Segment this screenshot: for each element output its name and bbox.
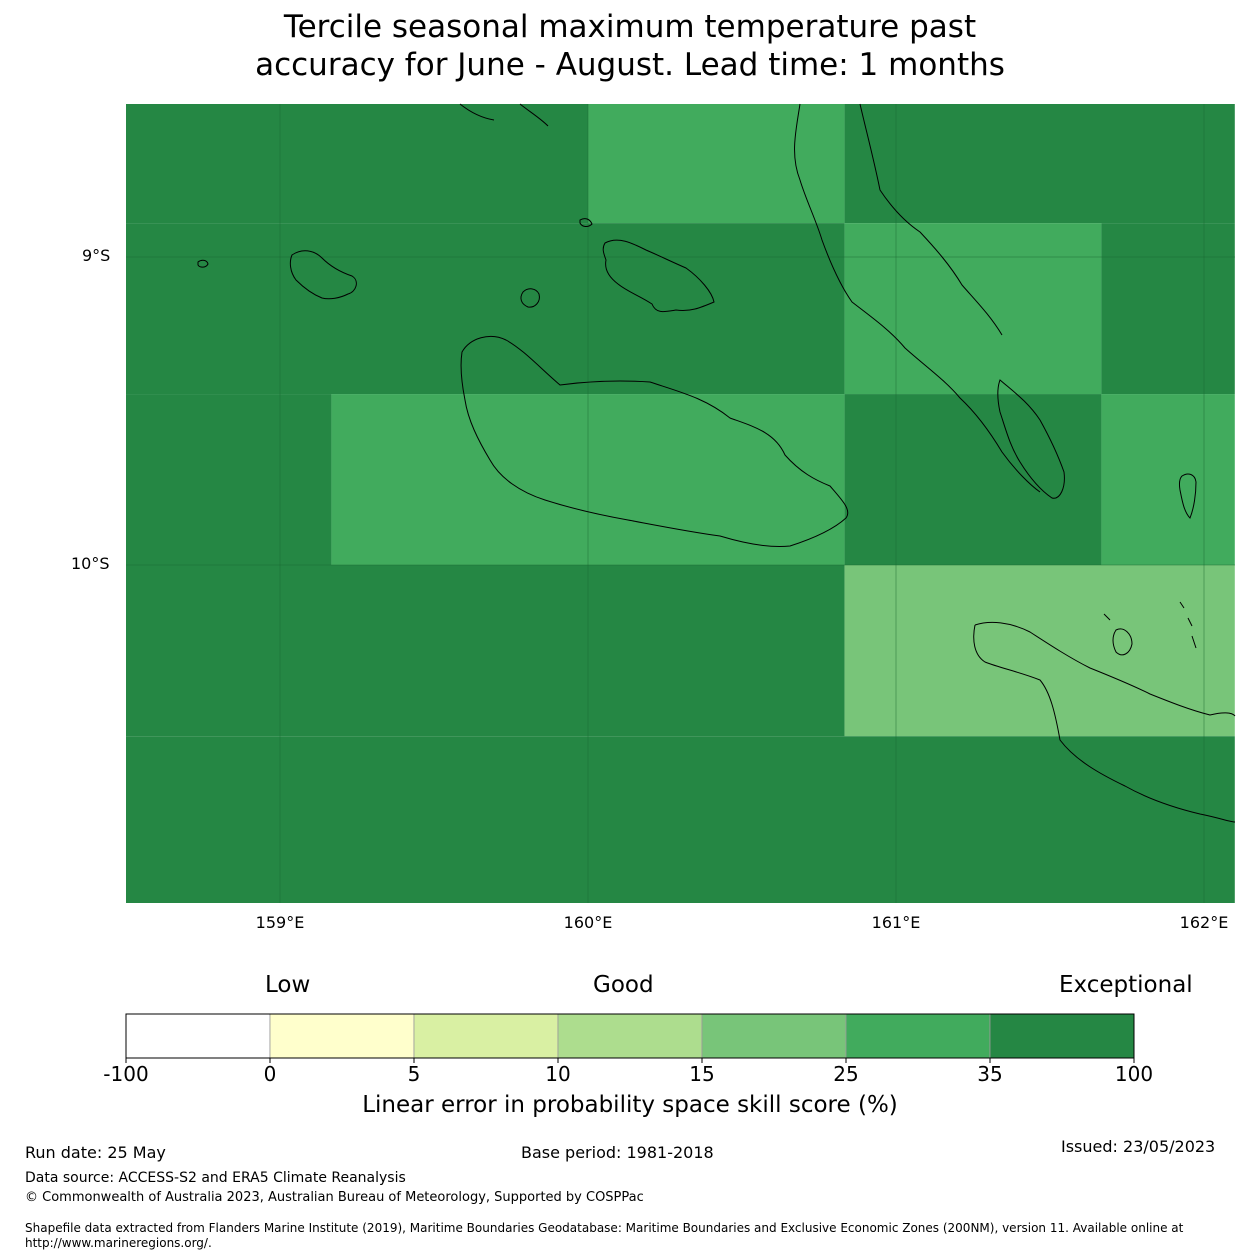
coastline-east-islet — [1178, 473, 1197, 519]
lon-label-161e: 161°E — [871, 913, 921, 932]
colorbar-bin — [557, 1013, 703, 1059]
skill-grid-cell — [126, 223, 845, 395]
skill-grid-cell — [1101, 223, 1235, 395]
issued-date: Issued: 23/05/2023 — [1061, 1137, 1216, 1156]
colorbar-tick-label: 0 — [263, 1062, 277, 1086]
coastline-santa-isabel — [794, 103, 1041, 493]
skill-grid-cell — [844, 394, 1102, 565]
coastline-savo-island — [520, 288, 540, 308]
coastline-north-islets — [459, 103, 549, 127]
colorbar-axis-label: Linear error in probability space skill … — [362, 1092, 898, 1118]
colorbar-tick-label: 5 — [407, 1062, 421, 1086]
coastline-small-islet-center — [579, 218, 593, 227]
data-source: Data source: ACCESS-S2 and ERA5 Climate … — [25, 1170, 406, 1186]
lon-label-160e: 160°E — [563, 913, 613, 932]
colorbar-tick-label: -100 — [103, 1062, 149, 1086]
skill-grid-cell — [331, 394, 845, 565]
run-date: Run date: 25 May — [25, 1143, 166, 1162]
coastline-ugi-islet — [1112, 628, 1133, 656]
coastline-florida-islands — [602, 239, 715, 313]
colorbar-bin — [413, 1013, 559, 1059]
skill-grid-cell — [126, 565, 845, 737]
colorbar-tick-label: 15 — [689, 1062, 715, 1086]
shapefile-credit: Shapefile data extracted from Flanders M… — [25, 1221, 1184, 1235]
colorbar-tick-label: 35 — [977, 1062, 1003, 1086]
coastline-guadalcanal — [460, 336, 849, 548]
skill-grid-cell — [126, 394, 332, 565]
coastline-small-islets-se — [1103, 601, 1197, 649]
coastline-russell-islands — [289, 250, 357, 300]
lon-label-159e: 159°E — [255, 913, 305, 932]
lon-label-162e: 162°E — [1179, 913, 1229, 932]
skill-grid-cell — [588, 104, 845, 224]
skill-grid-cell — [844, 565, 1235, 737]
skill-grid-cell — [844, 104, 1235, 224]
coastline-makira — [973, 621, 1236, 823]
skill-grid-cell — [126, 736, 1235, 903]
chart-title-line-1: Tercile seasonal maximum temperature pas… — [283, 9, 977, 45]
colorbar-outline — [125, 1013, 1135, 1059]
colorbar-tick-label: 25 — [833, 1062, 859, 1086]
copyright: © Commonwealth of Australia 2023, Austra… — [25, 1190, 644, 1205]
colorbar-bin — [269, 1013, 415, 1059]
shapefile-url: http://www.marineregions.org/. — [25, 1236, 212, 1250]
lat-label-10s: 10°S — [71, 554, 110, 573]
legend-category-exceptional: Exceptional — [1059, 972, 1193, 998]
lat-label-9s: 9°S — [82, 246, 111, 265]
coastline-malaita — [997, 379, 1065, 499]
colorbar-tick-label: 10 — [545, 1062, 571, 1086]
skill-grid-cell — [1101, 394, 1235, 565]
skill-grid-cell — [126, 104, 588, 224]
colorbar-bin — [989, 1013, 1135, 1059]
coastline-small-islet-west — [197, 259, 209, 268]
base-period: Base period: 1981-2018 — [521, 1143, 714, 1162]
skill-grid-cell — [844, 223, 1102, 395]
legend-category-low: Low — [265, 972, 311, 998]
colorbar-bin — [845, 1013, 991, 1059]
legend-category-good: Good — [593, 972, 654, 998]
chart-title-line-2: accuracy for June - August. Lead time: 1… — [255, 47, 1005, 83]
colorbar-bin — [701, 1013, 847, 1059]
colorbar-tick-label: 100 — [1114, 1062, 1154, 1086]
colorbar-bin — [125, 1013, 271, 1059]
